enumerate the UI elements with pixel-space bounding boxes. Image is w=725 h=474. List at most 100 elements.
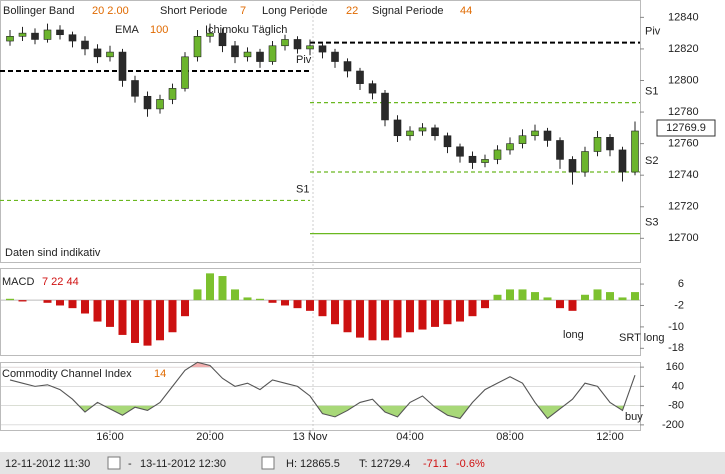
candle-body: [56, 29, 64, 36]
panel-params: 14: [154, 368, 166, 380]
bar: [506, 289, 514, 301]
footer-bar: [0, 452, 725, 474]
x-tick-label: 13 Nov: [293, 431, 328, 443]
candle-body: [106, 51, 114, 58]
candle-body: [531, 130, 539, 137]
candle-body: [93, 48, 102, 58]
candle-body: [568, 159, 577, 173]
bar: [556, 300, 564, 309]
footer-change-pct: -0.6%: [456, 458, 485, 470]
panel-params: 7 22 44: [42, 276, 79, 288]
cci-line: [9, 361, 636, 420]
bar: [518, 289, 527, 301]
bar: [268, 300, 277, 303]
y-tick-label: 12760: [668, 138, 699, 150]
legend-params: 100: [150, 24, 168, 36]
level-label: Piv: [296, 54, 312, 66]
candle-body: [356, 70, 364, 84]
legend-params: 20 2.00: [92, 5, 129, 17]
y-tick-label: 160: [666, 361, 684, 373]
bar: [118, 300, 127, 335]
footer-low: T: 12729.4: [359, 458, 410, 470]
level-label: S2: [645, 155, 658, 167]
y-tick-label: -80: [668, 400, 684, 412]
candle-body: [181, 56, 189, 89]
calendar-icon[interactable]: [261, 456, 275, 470]
candle-body: [68, 34, 77, 42]
bar: [81, 300, 89, 314]
bar: [418, 300, 427, 330]
candle-body: [168, 88, 177, 100]
candle-body: [381, 92, 389, 121]
y-tick-label: 12780: [668, 106, 699, 118]
bar: [193, 289, 202, 301]
candle-body: [281, 39, 289, 47]
bar: [43, 300, 52, 303]
candle-body: [231, 45, 239, 58]
bar: [306, 300, 314, 311]
bar: [381, 300, 389, 341]
candle-body: [293, 39, 302, 50]
legend: Bollinger Band 20 2.00 Short Periode 7 L…: [3, 5, 472, 36]
bar: [281, 300, 289, 306]
annotation: long: [563, 329, 584, 341]
candle-body: [481, 159, 489, 163]
bar: [356, 300, 364, 338]
legend-name: Short Periode: [160, 5, 227, 17]
candle-body: [18, 32, 27, 37]
candle-body: [268, 45, 277, 62]
legend-name: Signal Periode: [372, 5, 444, 17]
bar: [456, 300, 464, 322]
bar: [231, 289, 239, 301]
candle-body: [518, 135, 527, 144]
level-label: S1: [645, 85, 658, 97]
candle-body: [131, 80, 139, 97]
candle-body: [243, 51, 252, 58]
bar: [206, 273, 214, 301]
candle-body: [443, 135, 452, 148]
bar: [618, 297, 627, 301]
candle-body: [368, 83, 377, 94]
level-label: S1: [296, 183, 309, 195]
candle-body: [118, 51, 127, 81]
bar: [6, 298, 14, 301]
candle-body: [218, 32, 227, 47]
bar: [468, 300, 477, 317]
footer-from: 12-11-2012 11:30: [5, 458, 90, 470]
footer-change: -71.1: [423, 458, 448, 470]
candle-body: [343, 61, 352, 72]
candle-body: [156, 99, 164, 110]
bar: [331, 300, 339, 325]
bar: [131, 300, 139, 343]
legend-params: 44: [460, 5, 472, 17]
bar: [256, 298, 264, 301]
bar: [593, 289, 602, 301]
candle-body: [581, 151, 589, 173]
candle-body: [556, 140, 564, 160]
x-tick-label: 08:00: [496, 431, 524, 443]
footer-sep: -: [128, 458, 132, 470]
annotation: Daten sind indikativ: [5, 247, 101, 259]
bar: [631, 292, 639, 301]
bar: [156, 300, 164, 341]
bar: [431, 300, 439, 327]
bar: [168, 300, 177, 333]
bar: [68, 300, 77, 309]
bar: [606, 292, 614, 301]
candle-body: [81, 40, 89, 50]
candle-body: [543, 130, 552, 141]
cci-low-fill: [10, 405, 635, 419]
legend-name: Ichimoku Täglich: [205, 24, 287, 36]
candle-body: [206, 32, 214, 37]
calendar-icon[interactable]: [107, 456, 121, 470]
candle-body: [418, 127, 427, 132]
bar: [93, 300, 102, 322]
y-tick-label: -18: [668, 342, 684, 354]
bar: [243, 297, 252, 301]
candle-body: [43, 29, 52, 40]
candle-body: [331, 51, 339, 62]
legend-params: 7: [240, 5, 246, 17]
y-tick-label: 12720: [668, 201, 699, 213]
bar: [443, 300, 452, 325]
cci-high-fill: [189, 362, 212, 368]
